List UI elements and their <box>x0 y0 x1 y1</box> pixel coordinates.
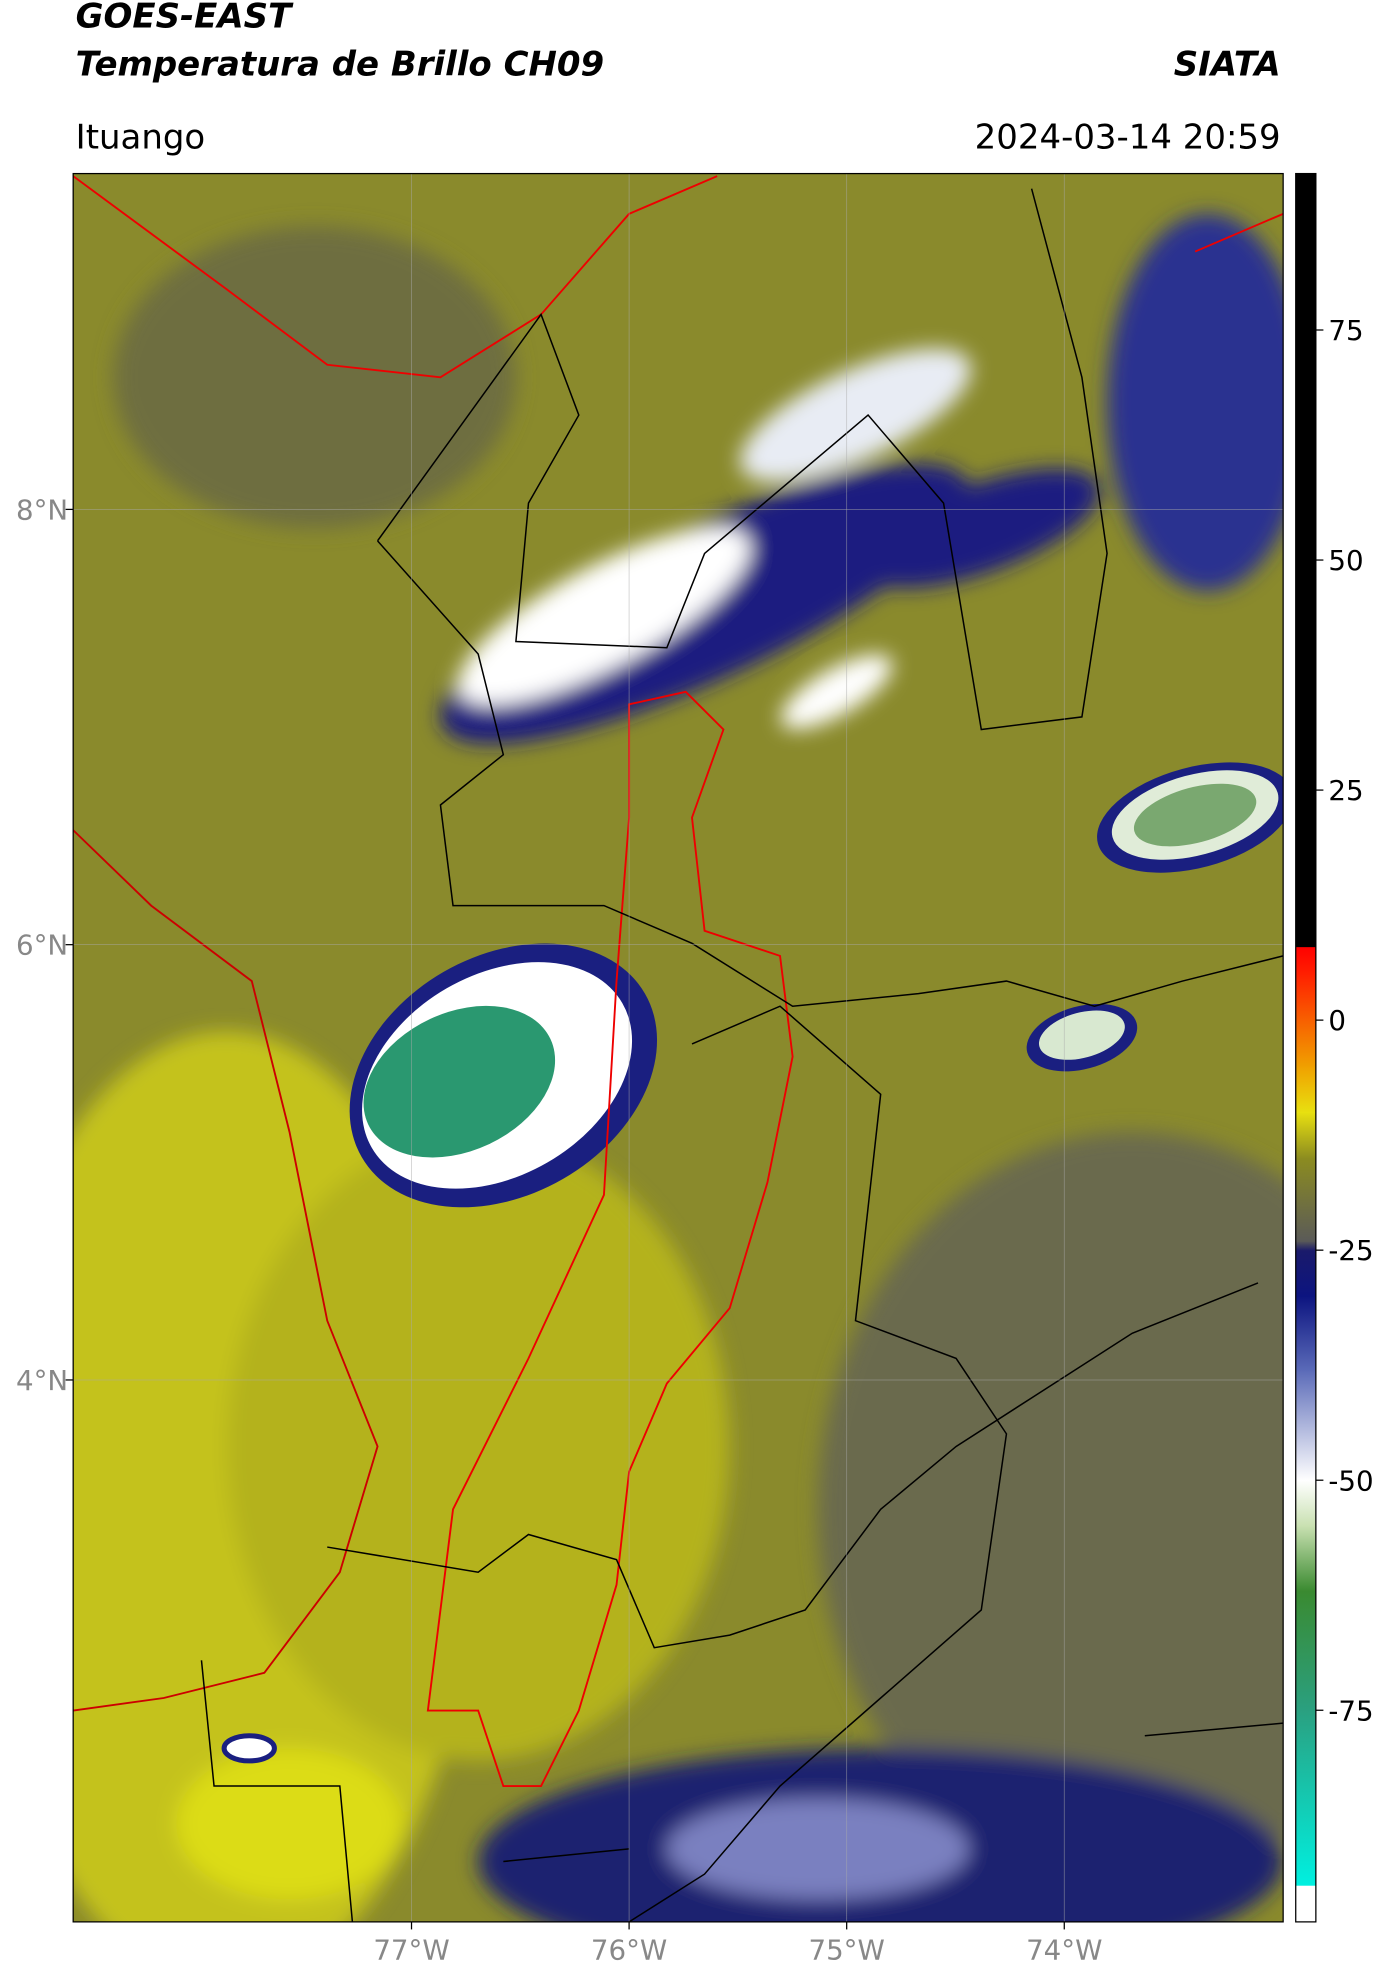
colorbar-segment <box>1295 1158 1316 1242</box>
colorbar-segment <box>1295 1885 1316 1923</box>
map-frame <box>72 172 1284 1923</box>
colorbar-tick-label: -25 <box>1328 1234 1373 1267</box>
colorbar-segment <box>1295 1240 1316 1251</box>
grid: 77°W 76°W 75°W 74°W 4°N 6°N 8°N <box>16 173 1284 1967</box>
title: GOES-EAST <box>76 0 294 37</box>
colorbar-segment <box>1295 1296 1316 1371</box>
map-imagery <box>73 173 1284 1922</box>
colorbar-segment <box>1295 974 1316 1067</box>
colorbar-tick-label: 0 <box>1328 1004 1346 1037</box>
x-tick-label: 74°W <box>1026 1934 1102 1967</box>
colorbar-tick-label: -50 <box>1328 1464 1373 1497</box>
colorbar-tick-label: 75 <box>1328 314 1363 347</box>
datetime: 2024-03-14 20:59 <box>975 117 1281 157</box>
colorbar-segment <box>1295 1526 1316 1592</box>
colorbar: -75 -50 -25 0 25 50 75 <box>1295 173 1374 1923</box>
colorbar-segment <box>1295 1250 1316 1297</box>
colorbar-segment <box>1295 173 1316 948</box>
source: SIATA <box>1174 44 1281 84</box>
colorbar-segment <box>1295 1590 1316 1711</box>
colorbar-segment <box>1295 1066 1316 1113</box>
colorbar-frame <box>1295 172 1317 1923</box>
x-tick-label: 75°W <box>808 1934 884 1967</box>
subtitle: Temperatura de Brillo CH09 <box>76 44 604 84</box>
x-tick-label: 76°W <box>591 1934 667 1967</box>
colorbar-tick-label: -75 <box>1328 1694 1373 1727</box>
location: Ituango <box>76 117 206 157</box>
colorbar-segment <box>1295 1710 1316 1886</box>
colorbar-segment <box>1295 1369 1316 1481</box>
x-tick-label: 77°W <box>373 1934 449 1967</box>
colorbar-segment <box>1295 1112 1316 1159</box>
y-tick-label: 6°N <box>16 929 68 962</box>
colorbar-tick-label: 25 <box>1328 774 1363 807</box>
colorbar-segment <box>1295 1480 1316 1527</box>
colorbar-segment <box>1295 946 1316 975</box>
y-tick-label: 8°N <box>16 493 68 526</box>
colorbar-tick-label: 50 <box>1328 544 1363 577</box>
y-tick-label: 4°N <box>16 1364 68 1397</box>
